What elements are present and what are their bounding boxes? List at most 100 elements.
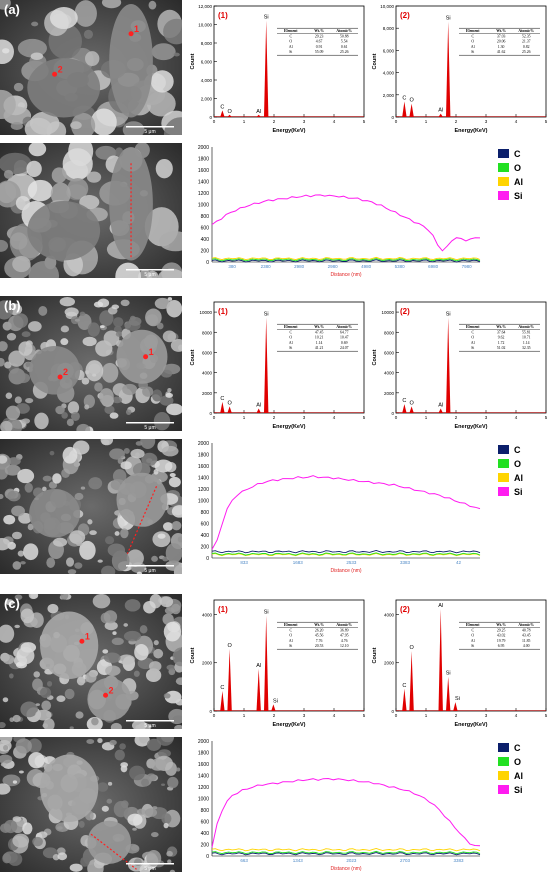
table-cell: Al (289, 45, 293, 49)
sem-particle (5, 599, 14, 606)
sem-particle (0, 721, 6, 729)
x-tick-label: 42 (456, 560, 462, 565)
table-header: Wt.% (314, 325, 324, 329)
peak-label: Si (446, 671, 451, 677)
sem-particle (76, 676, 86, 686)
table-cell: 7.76 (316, 639, 323, 643)
sem-particle (86, 739, 95, 744)
sem-particle (77, 313, 92, 330)
sem-particle (99, 388, 114, 406)
sem-particle (140, 439, 156, 449)
sem-particle (82, 336, 97, 347)
x-tick-label: 0 (213, 713, 216, 718)
table-cell: 10.47 (340, 336, 349, 340)
x-tick-label: 0 (395, 713, 398, 718)
spectrum-number: (1) (218, 11, 228, 20)
peak-label: Al (438, 403, 443, 409)
sem-particle (115, 331, 123, 337)
sem-particle (134, 643, 149, 661)
scale-bar-label: 5 μm (144, 129, 155, 135)
table-cell: 20.53 (315, 644, 324, 648)
x-axis-label: Energy(KeV) (454, 722, 487, 728)
sem-particle (113, 317, 124, 328)
x-axis-label: Energy(KeV) (454, 424, 487, 430)
table-cell: 4.00 (523, 644, 530, 648)
x-tick-label: 5380 (395, 264, 406, 269)
sem-particle (15, 195, 30, 211)
sem-particle (163, 621, 182, 642)
x-tick-label: 5 (363, 119, 366, 124)
sem-particle (151, 389, 163, 402)
legend-label: O (514, 163, 521, 173)
x-tick-label: 2023 (346, 858, 357, 863)
table-header: Element (284, 623, 298, 627)
eds-spectrum-chart: 0 2,000 4,000 6,000 8,000 10,000 0 1 2 3 4 5 Energy(… (370, 0, 550, 135)
sem-particle (66, 557, 75, 567)
sem-particle (151, 555, 158, 562)
sem-particle (46, 557, 56, 568)
x-tick-label: 380 (228, 264, 236, 269)
sem-particle (124, 599, 141, 612)
o-profile (211, 258, 481, 262)
sem-particle (132, 827, 137, 831)
al-profile (211, 256, 481, 261)
sem-particle (152, 531, 171, 548)
scale-bar (126, 863, 174, 865)
sem-particle (148, 0, 157, 10)
y-tick-label: 600 (201, 522, 210, 528)
legend-label: C (514, 445, 521, 455)
sem-particle (4, 464, 21, 476)
sem-particle (12, 255, 31, 273)
sem-particle (17, 38, 47, 58)
sem-particle (153, 411, 171, 431)
spectrum-peak (446, 21, 451, 117)
peak-label: C (402, 95, 406, 101)
sem-particle (49, 7, 78, 30)
linescan-path (126, 486, 158, 554)
sem-particle (0, 180, 21, 208)
table-cell: 29.25 (497, 628, 506, 632)
sem-particle (157, 268, 182, 278)
sem-particle (0, 737, 13, 745)
table-cell: 26.20 (315, 628, 324, 632)
sem-particle (139, 737, 148, 744)
sem-particle (9, 673, 14, 679)
table-cell: 0.61 (341, 45, 348, 49)
x-tick-label: 1 (243, 415, 246, 420)
panel-letter: (c) (4, 596, 20, 611)
sem-particle (14, 396, 22, 404)
legend-label: Si (514, 487, 523, 497)
sem-particle (0, 494, 4, 500)
c-profile (211, 852, 481, 856)
y-tick-label: 6,000 (383, 48, 395, 53)
spectrum-peak (264, 20, 269, 117)
sem-particle (112, 396, 123, 404)
legend-swatch (498, 487, 509, 496)
sem-image: 1 2 (b) 5 μm (0, 296, 182, 431)
sem-particle (84, 404, 90, 410)
table-cell: O (289, 40, 292, 44)
sem-particle (149, 758, 167, 771)
y-tick-label: 1800 (198, 157, 209, 163)
sem-particle (177, 536, 182, 543)
y-tick-label: 200 (201, 249, 210, 255)
eds-spectrum-chart: 0 2000 4000 0 1 2 3 4 5 Energy(KeV) Count C O Al Si Si(… (370, 594, 550, 729)
x-axis-label: Distance (nm) (330, 866, 361, 872)
y-tick-label: 8000 (202, 330, 213, 335)
sem-particle (145, 308, 162, 327)
spectrum-peak (256, 408, 261, 413)
sem-particle (166, 850, 173, 857)
sem-particle (126, 549, 144, 567)
legend-swatch (498, 445, 509, 454)
sem-particle (171, 505, 182, 518)
sem-particle (23, 543, 39, 561)
sem-particle (0, 624, 15, 643)
scale-bar-label: 5 μm (144, 425, 155, 431)
peak-label: Al (438, 108, 443, 114)
sem-particle (156, 322, 164, 330)
y-tick-label: 10,000 (380, 4, 394, 9)
sem-particle (101, 565, 116, 574)
sem-particle (90, 108, 117, 135)
sem-particle (47, 603, 59, 614)
spectrum-peak (402, 101, 407, 117)
